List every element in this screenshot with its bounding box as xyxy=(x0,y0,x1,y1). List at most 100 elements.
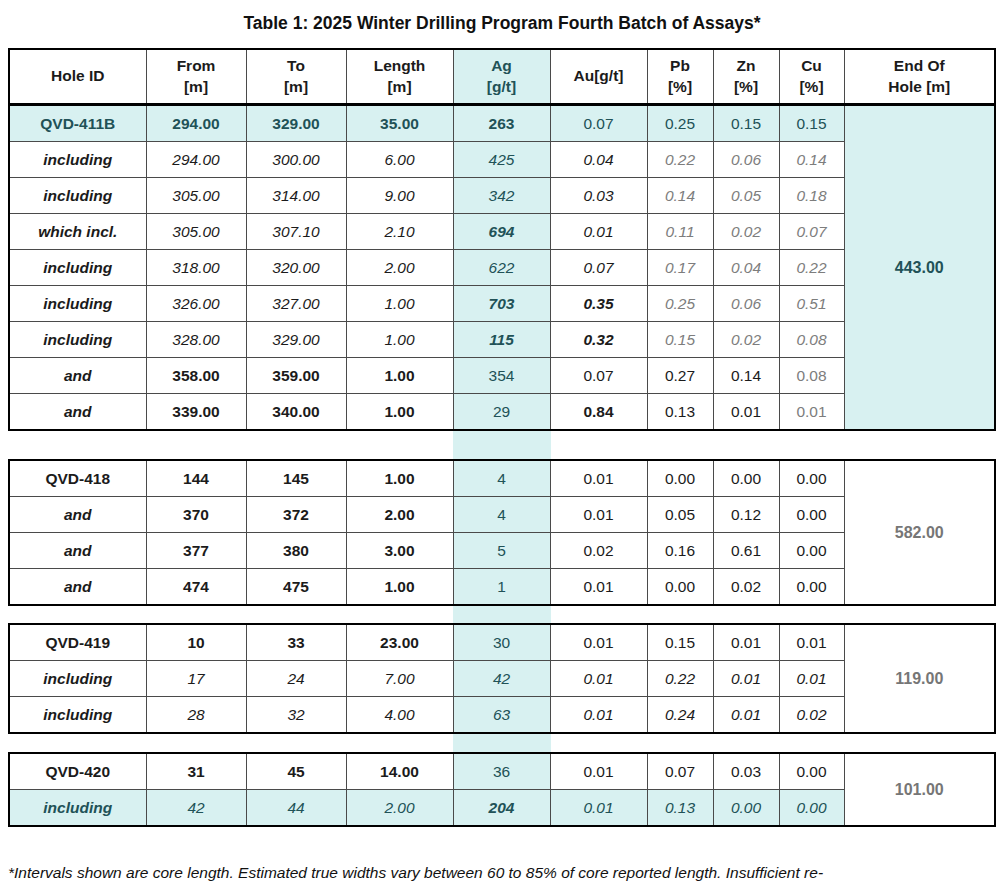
cell-hole-id: and xyxy=(9,497,146,533)
cell-pb: 0.17 xyxy=(647,250,713,286)
cell-au: 0.02 xyxy=(550,533,647,569)
cell-pb: 0.15 xyxy=(647,322,713,358)
cell-au: 0.07 xyxy=(550,105,647,142)
cell-length: 6.00 xyxy=(346,142,453,178)
cell-length: 2.00 xyxy=(346,497,453,533)
cell-from: 294.00 xyxy=(146,105,246,142)
cell-end-of-hole: 443.00 xyxy=(844,105,995,431)
cell-cu: 0.08 xyxy=(779,322,844,358)
cell-ag: 694 xyxy=(453,214,550,250)
cell-from: 358.00 xyxy=(146,358,246,394)
cell-ag: 36 xyxy=(453,753,550,790)
cell-au: 0.04 xyxy=(550,142,647,178)
cell-zn: 0.01 xyxy=(713,394,779,431)
cell-length: 7.00 xyxy=(346,661,453,697)
cell-from: 42 xyxy=(146,790,246,827)
cell-zn: 0.14 xyxy=(713,358,779,394)
assay-table-qvd-419: QVD-419103323.00300.010.150.010.01119.00… xyxy=(8,623,996,734)
cell-to: 300.00 xyxy=(246,142,346,178)
cell-cu: 0.22 xyxy=(779,250,844,286)
cell-end-of-hole: 582.00 xyxy=(844,460,995,605)
cell-ag: 622 xyxy=(453,250,550,286)
cell-ag: 63 xyxy=(453,697,550,734)
cell-ag: 425 xyxy=(453,142,550,178)
cell-from: 370 xyxy=(146,497,246,533)
cell-length: 1.00 xyxy=(346,286,453,322)
cell-hole-id: including xyxy=(9,790,146,827)
cell-length: 2.00 xyxy=(346,250,453,286)
cell-zn: 0.12 xyxy=(713,497,779,533)
header-row: Hole IDFrom[m]To[m]Length[m]Ag[g/t]Au[g/… xyxy=(9,49,995,105)
assay-table-qvd-411b: Hole IDFrom[m]To[m]Length[m]Ag[g/t]Au[g/… xyxy=(8,48,996,431)
cell-au: 0.01 xyxy=(550,569,647,606)
cell-zn: 0.02 xyxy=(713,569,779,606)
cell-hole-id: QVD-418 xyxy=(9,460,146,497)
cell-au: 0.03 xyxy=(550,178,647,214)
cell-hole-id: including xyxy=(9,697,146,734)
cell-pb: 0.13 xyxy=(647,790,713,827)
cell-au: 0.01 xyxy=(550,624,647,661)
cell-length: 9.00 xyxy=(346,178,453,214)
cell-au: 0.01 xyxy=(550,790,647,827)
cell-au: 0.01 xyxy=(550,214,647,250)
cell-end-of-hole: 101.00 xyxy=(844,753,995,826)
column-header-to: To[m] xyxy=(246,49,346,105)
cell-ag: 342 xyxy=(453,178,550,214)
cell-cu: 0.18 xyxy=(779,178,844,214)
cell-pb: 0.24 xyxy=(647,697,713,734)
cell-au: 0.01 xyxy=(550,697,647,734)
cell-ag: 29 xyxy=(453,394,550,431)
page-title: Table 1: 2025 Winter Drilling Program Fo… xyxy=(0,0,1004,34)
cell-ag: 263 xyxy=(453,105,550,142)
cell-zn: 0.01 xyxy=(713,697,779,734)
cell-ag: 1 xyxy=(453,569,550,606)
cell-au: 0.01 xyxy=(550,497,647,533)
footnote-line-2: modelling and drill density on new data … xyxy=(8,888,1000,893)
column-header-zn: Zn[%] xyxy=(713,49,779,105)
cell-ag: 354 xyxy=(453,358,550,394)
cell-zn: 0.01 xyxy=(713,624,779,661)
cell-pb: 0.14 xyxy=(647,178,713,214)
cell-to: 380 xyxy=(246,533,346,569)
cell-cu: 0.14 xyxy=(779,142,844,178)
cell-zn: 0.04 xyxy=(713,250,779,286)
cell-length: 1.00 xyxy=(346,460,453,497)
cell-cu: 0.15 xyxy=(779,105,844,142)
cell-hole-id: including xyxy=(9,286,146,322)
cell-zn: 0.06 xyxy=(713,286,779,322)
cell-au: 0.32 xyxy=(550,322,647,358)
cell-cu: 0.00 xyxy=(779,753,844,790)
cell-hole-id: QVD-411B xyxy=(9,105,146,142)
cell-length: 4.00 xyxy=(346,697,453,734)
cell-cu: 0.00 xyxy=(779,497,844,533)
cell-from: 17 xyxy=(146,661,246,697)
footnote: *Intervals shown are core length. Estima… xyxy=(8,857,1000,893)
cell-pb: 0.13 xyxy=(647,394,713,431)
cell-cu: 0.00 xyxy=(779,533,844,569)
cell-from: 305.00 xyxy=(146,214,246,250)
cell-cu: 0.51 xyxy=(779,286,844,322)
cell-ag: 4 xyxy=(453,497,550,533)
cell-zn: 0.15 xyxy=(713,105,779,142)
cell-length: 1.00 xyxy=(346,569,453,606)
table-row-highlighted: QVD-411B294.00329.0035.002630.070.250.15… xyxy=(9,105,995,142)
cell-length: 1.00 xyxy=(346,322,453,358)
cell-zn: 0.02 xyxy=(713,214,779,250)
cell-length: 23.00 xyxy=(346,624,453,661)
cell-ag: 42 xyxy=(453,661,550,697)
cell-pb: 0.25 xyxy=(647,105,713,142)
cell-hole-id: including xyxy=(9,661,146,697)
column-header-end-of-hole: End OfHole [m] xyxy=(844,49,995,105)
column-header-hole-id: Hole ID xyxy=(9,49,146,105)
cell-cu: 0.01 xyxy=(779,624,844,661)
cell-cu: 0.07 xyxy=(779,214,844,250)
cell-hole-id: including xyxy=(9,178,146,214)
cell-hole-id: QVD-420 xyxy=(9,753,146,790)
cell-zn: 0.00 xyxy=(713,460,779,497)
cell-from: 305.00 xyxy=(146,178,246,214)
cell-cu: 0.01 xyxy=(779,661,844,697)
cell-length: 35.00 xyxy=(346,105,453,142)
cell-to: 33 xyxy=(246,624,346,661)
column-header-ag: Ag[g/t] xyxy=(453,49,550,105)
cell-zn: 0.00 xyxy=(713,790,779,827)
